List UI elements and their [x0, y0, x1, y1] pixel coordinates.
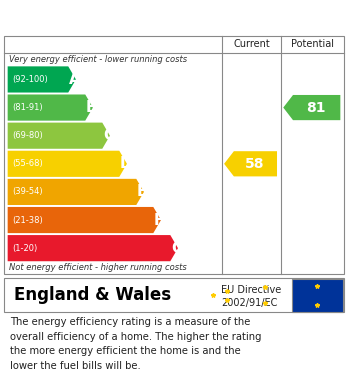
- Text: G: G: [171, 240, 183, 256]
- Text: F: F: [154, 213, 164, 228]
- Text: Current: Current: [233, 39, 270, 49]
- Polygon shape: [8, 66, 76, 93]
- Polygon shape: [8, 179, 144, 205]
- Text: (39-54): (39-54): [12, 187, 42, 196]
- Text: Potential: Potential: [291, 39, 334, 49]
- Text: D: D: [120, 156, 133, 171]
- Text: (1-20): (1-20): [12, 244, 37, 253]
- Polygon shape: [224, 151, 277, 176]
- Text: Not energy efficient - higher running costs: Not energy efficient - higher running co…: [9, 264, 187, 273]
- Bar: [292, 279, 343, 312]
- Text: The energy efficiency rating is a measure of the
overall efficiency of a home. T: The energy efficiency rating is a measur…: [10, 317, 262, 371]
- Text: 81: 81: [306, 100, 326, 115]
- Polygon shape: [8, 151, 127, 177]
- Polygon shape: [8, 235, 178, 261]
- Text: Very energy efficient - lower running costs: Very energy efficient - lower running co…: [9, 55, 187, 64]
- Polygon shape: [8, 95, 93, 121]
- Text: EU Directive: EU Directive: [221, 285, 281, 295]
- Text: 2002/91/EC: 2002/91/EC: [221, 298, 277, 308]
- Text: B: B: [86, 100, 97, 115]
- Polygon shape: [8, 207, 161, 233]
- Text: (21-38): (21-38): [12, 215, 42, 224]
- Text: (55-68): (55-68): [12, 159, 42, 168]
- Polygon shape: [283, 95, 340, 120]
- Text: 58: 58: [245, 157, 264, 171]
- Text: (92-100): (92-100): [12, 75, 48, 84]
- Polygon shape: [8, 123, 110, 149]
- Text: (69-80): (69-80): [12, 131, 42, 140]
- Text: A: A: [69, 72, 81, 87]
- Text: (81-91): (81-91): [12, 103, 42, 112]
- Text: England & Wales: England & Wales: [14, 286, 171, 304]
- Text: E: E: [137, 185, 147, 199]
- Text: C: C: [103, 128, 114, 143]
- Text: Energy Efficiency Rating: Energy Efficiency Rating: [10, 8, 239, 26]
